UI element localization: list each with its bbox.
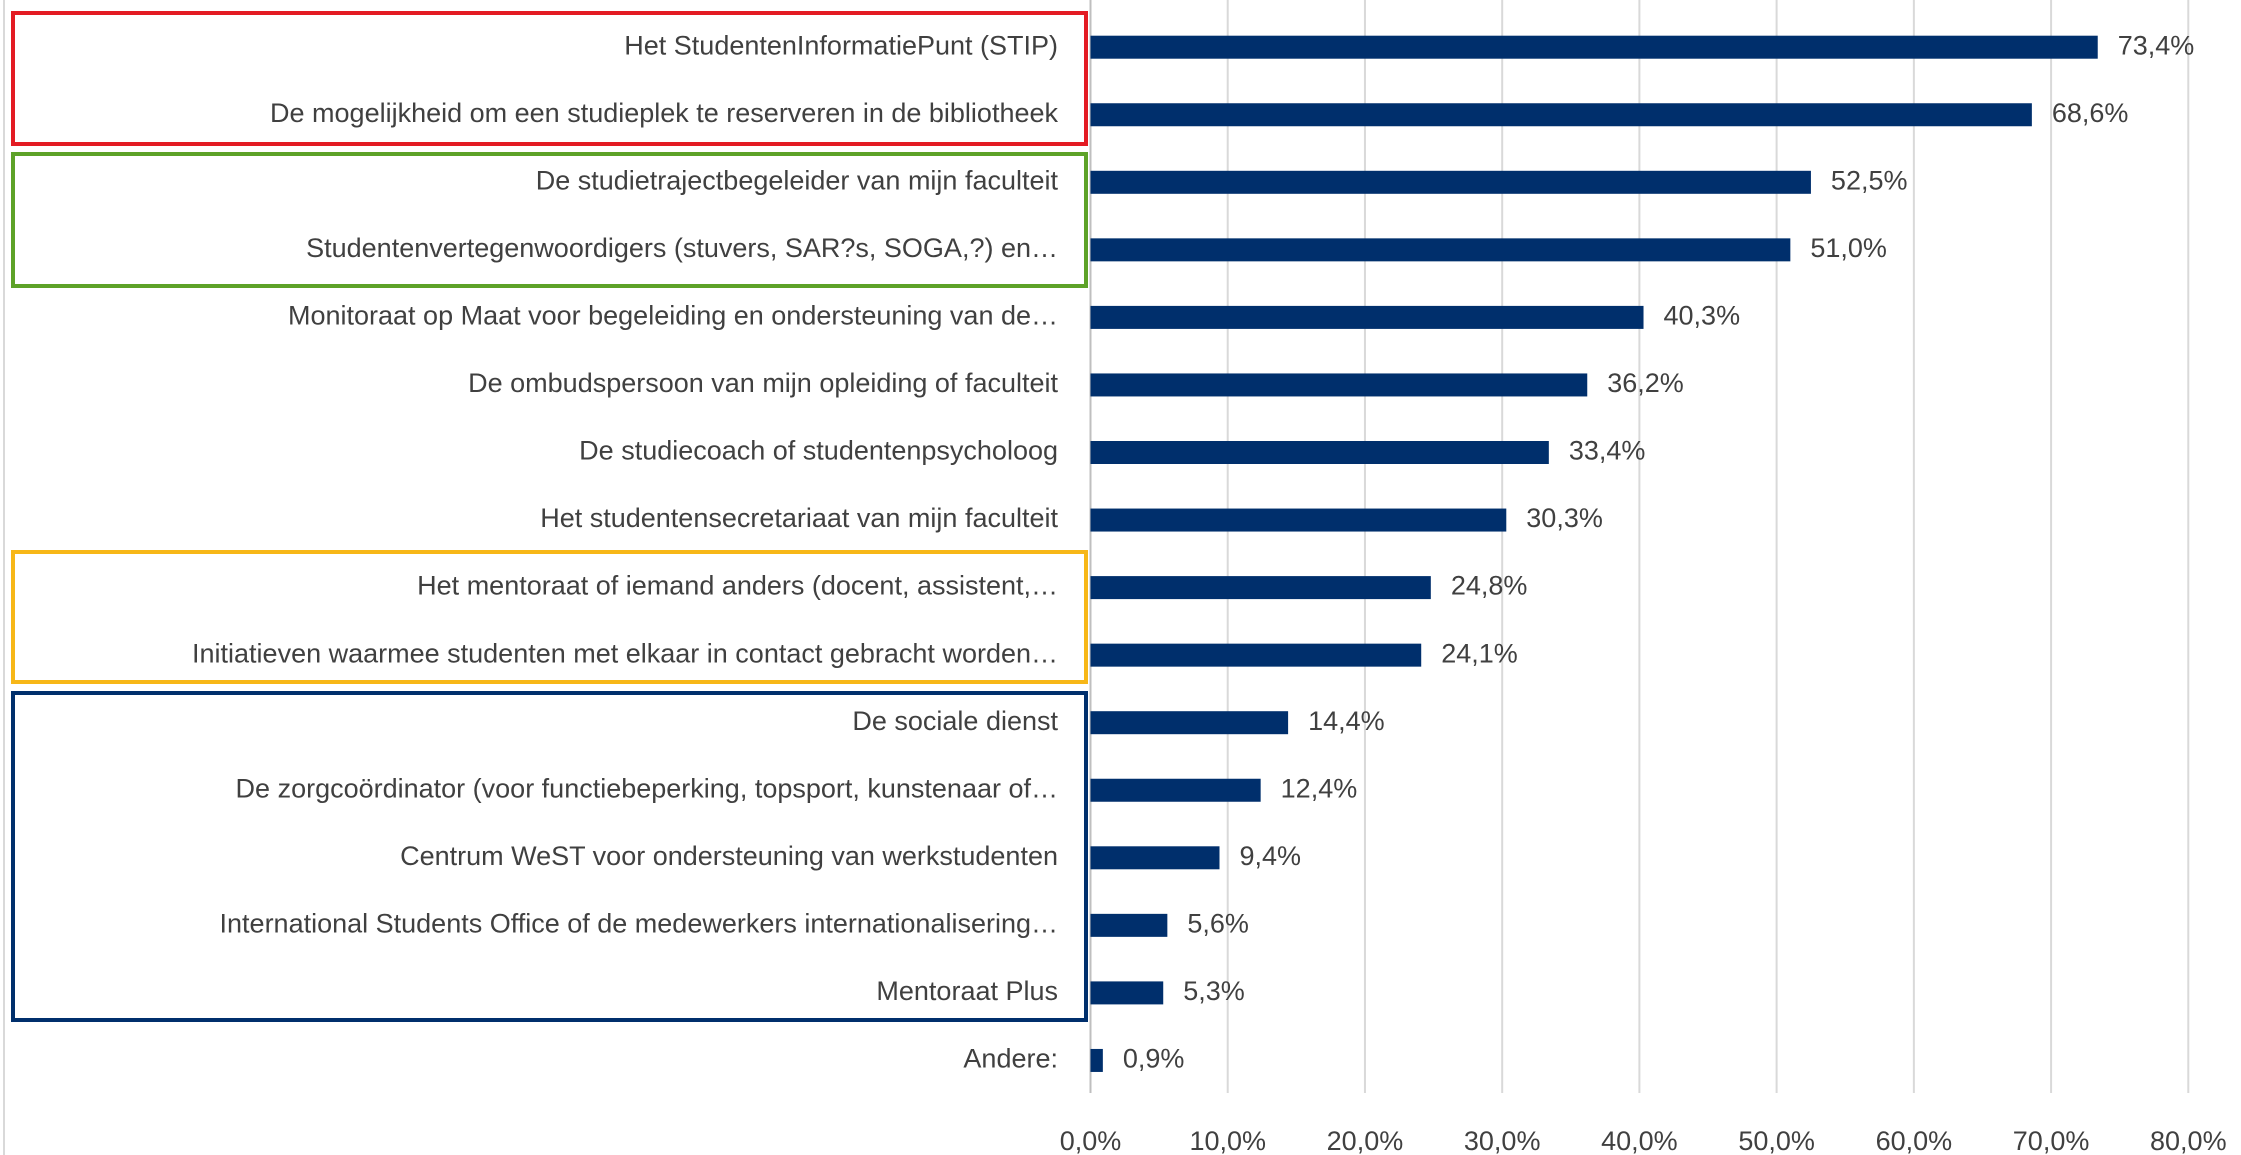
- grid: [1089, 0, 2190, 1093]
- bar: [1090, 170, 1811, 194]
- value-label: 0,9%: [1123, 1044, 1185, 1074]
- value-label: 5,6%: [1187, 908, 1249, 938]
- value-label: 68,6%: [2052, 98, 2129, 128]
- category-label: Mentoraat Plus: [876, 976, 1058, 1006]
- x-tick-label: 20,0%: [1327, 1126, 1404, 1155]
- bar: [1090, 778, 1261, 802]
- value-label: 36,2%: [1607, 368, 1684, 398]
- group-box-green: [11, 152, 1088, 288]
- x-tick-label: 0,0%: [1060, 1126, 1122, 1155]
- x-tick-label: 40,0%: [1601, 1126, 1678, 1155]
- x-tick-label: 30,0%: [1464, 1126, 1541, 1155]
- bar: [1090, 846, 1220, 870]
- category-label: De ombudspersoon van mijn opleiding of f…: [468, 368, 1058, 398]
- group-box-navy: [11, 691, 1088, 1022]
- x-tick-label: 60,0%: [1876, 1126, 1953, 1155]
- bar: [1090, 35, 2098, 59]
- category-label: Centrum WeST voor ondersteuning van werk…: [400, 841, 1058, 871]
- value-label: 52,5%: [1831, 165, 1908, 195]
- category-label: De mogelijkheid om een studieplek te res…: [270, 98, 1058, 128]
- category-label: Het mentoraat of iemand anders (docent, …: [417, 571, 1058, 601]
- group-box-yellow: [11, 550, 1088, 684]
- bar: [1090, 981, 1164, 1005]
- value-label: 51,0%: [1810, 233, 1887, 263]
- value-label: 14,4%: [1308, 706, 1385, 736]
- value-label: 24,8%: [1451, 571, 1528, 601]
- category-label: Het StudentenInformatiePunt (STIP): [624, 30, 1058, 60]
- category-label: International Students Office of de mede…: [220, 908, 1058, 938]
- category-label: Het studentensecretariaat van mijn facul…: [540, 503, 1058, 533]
- category-label: De studietrajectbegeleider van mijn facu…: [536, 165, 1059, 195]
- bar: [1090, 643, 1422, 667]
- category-label: De zorgcoördinator (voor functiebeperkin…: [236, 773, 1058, 803]
- bar: [1090, 711, 1289, 735]
- x-tick-label: 10,0%: [1189, 1126, 1266, 1155]
- bar: [1090, 913, 1168, 937]
- value-label: 12,4%: [1281, 773, 1358, 803]
- category-label: De studiecoach of studentenpsycholoog: [579, 436, 1058, 466]
- value-label: 73,4%: [2118, 30, 2195, 60]
- category-label: Monitoraat op Maat voor begeleiding en o…: [288, 301, 1058, 331]
- category-label: De sociale dienst: [852, 706, 1058, 736]
- bar: [1090, 238, 1791, 262]
- bar: [1090, 305, 1644, 329]
- value-label: 30,3%: [1526, 503, 1603, 533]
- bar: [1090, 103, 2032, 127]
- group-box-red: [11, 11, 1088, 146]
- bar: [1090, 441, 1549, 464]
- category-label: Initiatieven waarmee studenten met elkaa…: [192, 638, 1058, 668]
- x-tick-label: 80,0%: [2150, 1126, 2227, 1155]
- value-label: 40,3%: [1664, 301, 1741, 331]
- value-label: 24,1%: [1441, 638, 1518, 668]
- bar: [1090, 373, 1588, 397]
- bar: [1090, 508, 1507, 532]
- bar: [1090, 576, 1431, 600]
- x-tick-label: 70,0%: [2013, 1126, 2090, 1155]
- x-tick-label: 50,0%: [1738, 1126, 1815, 1155]
- value-label: 9,4%: [1239, 841, 1301, 871]
- bar: [1090, 1048, 1103, 1072]
- category-label: Andere:: [963, 1044, 1058, 1074]
- category-label: Studentenvertegenwoordigers (stuvers, SA…: [306, 233, 1058, 263]
- value-label: 33,4%: [1569, 436, 1646, 466]
- value-label: 5,3%: [1183, 976, 1245, 1006]
